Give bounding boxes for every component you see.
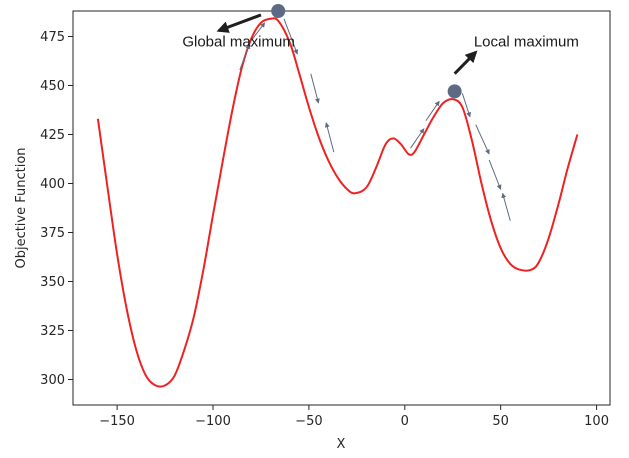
step-arrow	[501, 192, 511, 221]
series-layer	[96, 17, 579, 388]
x-tick-label: −150	[99, 414, 135, 429]
step-arrow	[250, 22, 266, 41]
y-tick-label: 425	[40, 128, 65, 143]
y-tick-label: 450	[40, 79, 65, 94]
annotation-arrow	[216, 13, 262, 33]
step-arrow	[239, 43, 251, 70]
step-arrow	[475, 124, 490, 155]
x-tick-label: 0	[401, 414, 409, 429]
step-arrow	[310, 73, 320, 104]
y-tick-label: 300	[40, 373, 65, 388]
step-arrow	[488, 159, 502, 190]
step-arrow	[425, 100, 440, 122]
y-tick-label: 475	[40, 30, 65, 45]
step-arrow	[283, 18, 299, 55]
x-axis-label: X	[337, 437, 346, 452]
annotation-label: Global maximum	[182, 33, 295, 50]
step-arrows	[239, 18, 511, 221]
objective-function-line	[96, 17, 579, 388]
y-tick-label: 350	[40, 275, 65, 290]
maxima-points	[271, 4, 462, 99]
maximum-point	[447, 84, 462, 99]
maximum-point	[271, 4, 286, 18]
x-tick-label: 100	[584, 414, 609, 429]
annotation-label: Local maximum	[474, 33, 579, 50]
step-arrow	[324, 122, 335, 153]
x-tick-label: 50	[492, 414, 509, 429]
annotation-arrow	[453, 50, 478, 75]
annotations: Global maximum Local maximum	[182, 13, 579, 75]
step-arrow	[461, 93, 471, 118]
plot-area	[72, 10, 611, 406]
y-tick-label: 375	[40, 226, 65, 241]
y-tick-label: 325	[40, 324, 65, 339]
y-tick-label: 400	[40, 177, 65, 192]
x-axis: −150 −100 −50 0 50 100	[99, 405, 609, 429]
step-arrow	[410, 128, 425, 149]
y-axis-label: Objective Function	[14, 147, 29, 268]
x-tick-label: −50	[295, 414, 322, 429]
x-tick-label: −100	[195, 414, 231, 429]
y-axis: 300 325 350 375 400 425 450 475	[40, 30, 73, 388]
